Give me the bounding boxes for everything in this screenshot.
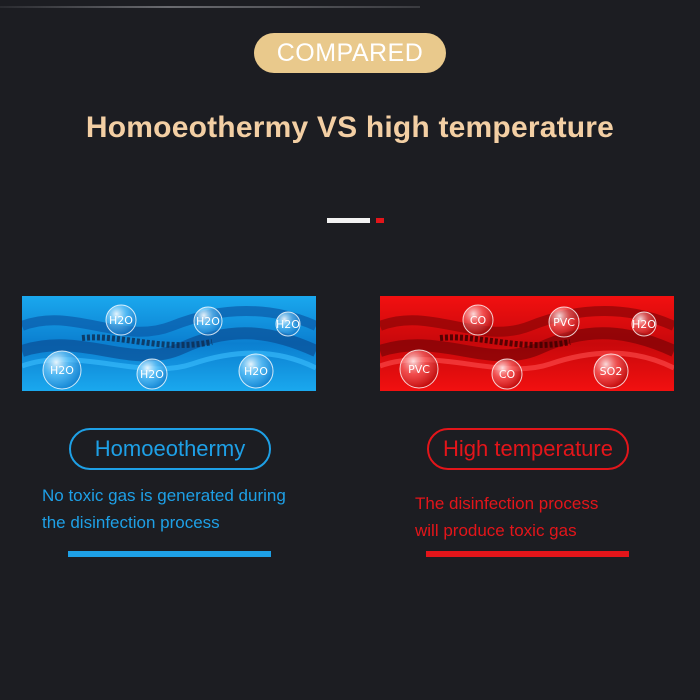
molecule-bubble: CO	[491, 358, 523, 390]
high-temperature-label: High temperature	[427, 428, 629, 470]
svg-text:H2O: H2O	[244, 365, 268, 378]
svg-text:PVC: PVC	[553, 316, 575, 329]
svg-text:CO: CO	[470, 314, 487, 327]
compared-badge: COMPARED	[254, 33, 446, 73]
molecule-bubble: H2O	[136, 358, 168, 390]
high-temperature-illustration: CO PVC H2O PVC CO SO2	[380, 296, 674, 391]
molecule-bubble: H2O	[193, 306, 223, 336]
svg-text:H2O: H2O	[632, 318, 656, 331]
description-line: the disinfection process	[42, 513, 220, 532]
molecule-bubble: H2O	[105, 304, 137, 336]
molecule-bubble: H2O	[238, 353, 274, 389]
description-line: will produce toxic gas	[415, 521, 577, 540]
homoeothermy-description: No toxic gas is generated during the dis…	[42, 482, 352, 536]
molecule-bubble: H2O	[275, 311, 301, 337]
homoeothermy-illustration: H2O H2O H2O H2O H2O H2O	[22, 296, 316, 391]
svg-text:SO2: SO2	[600, 365, 623, 378]
high-temperature-description: The disinfection process will produce to…	[415, 490, 675, 544]
description-line: The disinfection process	[415, 494, 599, 513]
homoeothermy-label: Homoeothermy	[69, 428, 271, 470]
title-divider-red	[376, 218, 384, 223]
molecule-bubble: PVC	[548, 306, 580, 338]
top-decorative-line	[0, 6, 420, 8]
molecule-bubble: H2O	[42, 350, 82, 390]
svg-text:H2O: H2O	[109, 314, 133, 327]
svg-text:H2O: H2O	[50, 364, 74, 377]
title-divider-white	[327, 218, 370, 223]
molecule-bubble: H2O	[631, 311, 657, 337]
molecule-bubble: SO2	[593, 353, 629, 389]
svg-text:PVC: PVC	[408, 363, 430, 376]
svg-text:H2O: H2O	[196, 315, 220, 328]
homoeothermy-underline-bar	[68, 551, 271, 557]
molecule-bubble: PVC	[399, 349, 439, 389]
svg-text:H2O: H2O	[276, 318, 300, 331]
page-title: Homoeothermy VS high temperature	[85, 111, 615, 144]
molecule-bubble: CO	[462, 304, 494, 336]
svg-text:H2O: H2O	[140, 368, 164, 381]
description-line: No toxic gas is generated during	[42, 486, 286, 505]
svg-text:CO: CO	[499, 368, 516, 381]
high-temperature-underline-bar	[426, 551, 629, 557]
